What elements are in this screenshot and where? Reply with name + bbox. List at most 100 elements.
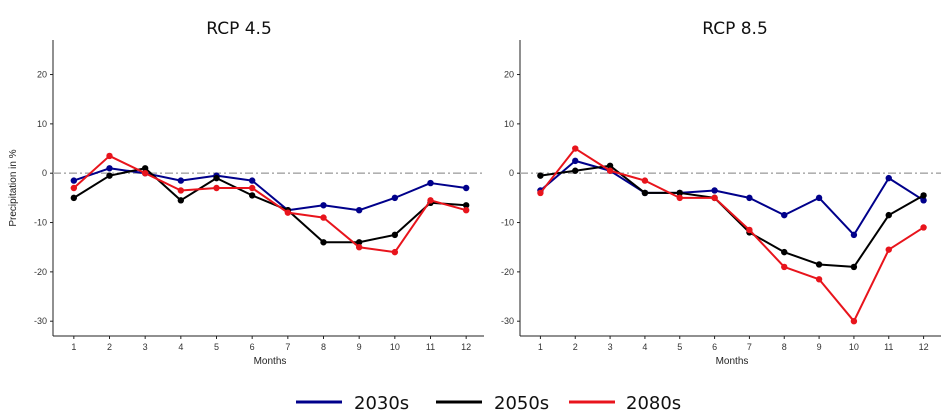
series-line-2080s bbox=[539, 147, 925, 323]
x-tick-label: 9 bbox=[817, 342, 822, 352]
data-point-2080s bbox=[213, 184, 220, 192]
data-point-2080s bbox=[70, 184, 78, 192]
data-point-2050s bbox=[781, 248, 788, 256]
series-line-2030s bbox=[73, 167, 467, 212]
y-tick-label: -20 bbox=[501, 267, 514, 277]
series-line-2050s bbox=[73, 167, 467, 244]
data-point-2050s bbox=[462, 202, 470, 209]
data-point-2050s bbox=[70, 194, 78, 202]
data-point-2050s bbox=[177, 197, 185, 204]
data-point-2030s bbox=[177, 177, 185, 184]
data-point-2030s bbox=[850, 231, 858, 239]
data-point-2080s bbox=[920, 224, 927, 231]
data-point-2050s bbox=[537, 172, 544, 179]
y-tick-label: 10 bbox=[504, 119, 514, 129]
data-point-2030s bbox=[106, 165, 113, 172]
data-point-2030s bbox=[355, 207, 363, 214]
x-tick-label: 11 bbox=[426, 342, 435, 352]
y-tick-label: 0 bbox=[509, 168, 514, 178]
data-point-2080s bbox=[462, 207, 470, 214]
data-point-2050s bbox=[213, 174, 220, 182]
data-point-2050s bbox=[885, 211, 892, 219]
x-tick-label: 11 bbox=[884, 342, 893, 352]
x-tick-label: 2 bbox=[107, 342, 112, 352]
x-tick-label: 12 bbox=[461, 342, 471, 352]
x-tick-label: 7 bbox=[747, 342, 752, 352]
data-point-2080s bbox=[391, 248, 399, 256]
data-point-2080s bbox=[248, 184, 256, 192]
x-axis-title: Months bbox=[254, 356, 287, 367]
data-point-2080s bbox=[676, 194, 683, 202]
data-point-2030s bbox=[248, 177, 256, 184]
data-point-2050s bbox=[248, 192, 256, 199]
chart-title: RCP 8.5 bbox=[702, 19, 768, 39]
data-point-2050s bbox=[920, 192, 927, 199]
x-axis-title: Months bbox=[716, 356, 749, 367]
legend-label-2080s: 2080s bbox=[626, 393, 681, 414]
data-point-2030s bbox=[781, 211, 788, 219]
data-point-2050s bbox=[850, 263, 858, 271]
data-point-2080s bbox=[572, 145, 579, 152]
data-point-2030s bbox=[815, 194, 823, 202]
x-tick-label: 9 bbox=[357, 342, 362, 352]
x-tick-label: 6 bbox=[250, 342, 255, 352]
data-point-2050s bbox=[606, 162, 614, 169]
y-axis-title: Precipitation in % bbox=[8, 149, 19, 226]
data-point-2080s bbox=[427, 197, 434, 204]
data-point-2050s bbox=[391, 231, 399, 239]
data-point-2030s bbox=[572, 157, 579, 165]
data-point-2030s bbox=[711, 187, 718, 194]
x-tick-label: 10 bbox=[849, 342, 859, 352]
data-point-2050s bbox=[141, 165, 149, 172]
data-point-2030s bbox=[462, 184, 470, 192]
data-point-2030s bbox=[746, 194, 753, 202]
data-point-2080s bbox=[781, 263, 788, 271]
y-tick-label: 10 bbox=[37, 119, 47, 129]
data-point-2080s bbox=[815, 276, 823, 283]
legend-label-2050s: 2050s bbox=[494, 393, 549, 414]
data-point-2080s bbox=[606, 167, 614, 174]
y-tick-label: -30 bbox=[34, 316, 47, 326]
x-tick-label: 10 bbox=[390, 342, 400, 352]
x-tick-label: 6 bbox=[712, 342, 717, 352]
series-line-2080s bbox=[73, 154, 467, 254]
data-point-2080s bbox=[537, 189, 544, 197]
y-tick-label: -20 bbox=[34, 267, 47, 277]
x-tick-label: 4 bbox=[178, 342, 183, 352]
data-point-2080s bbox=[141, 170, 149, 177]
data-point-2030s bbox=[320, 202, 327, 209]
data-point-2050s bbox=[641, 189, 649, 197]
x-tick-label: 12 bbox=[919, 342, 929, 352]
data-point-2030s bbox=[427, 179, 434, 187]
data-point-2030s bbox=[920, 197, 927, 204]
data-point-2080s bbox=[320, 214, 327, 221]
data-point-2050s bbox=[355, 239, 363, 246]
data-point-2080s bbox=[106, 152, 113, 160]
y-tick-label: -30 bbox=[501, 316, 514, 326]
y-tick-label: -10 bbox=[34, 218, 47, 228]
data-point-2080s bbox=[850, 318, 858, 325]
x-tick-label: 1 bbox=[538, 342, 543, 352]
x-tick-label: 5 bbox=[214, 342, 219, 352]
chart-title: RCP 4.5 bbox=[206, 19, 272, 39]
y-tick-label: 20 bbox=[37, 70, 47, 80]
x-tick-label: 5 bbox=[677, 342, 682, 352]
x-tick-label: 4 bbox=[642, 342, 647, 352]
x-tick-label: 8 bbox=[782, 342, 787, 352]
data-point-2080s bbox=[746, 226, 753, 234]
legend: 2030s 2050s 2080s bbox=[296, 393, 681, 414]
data-point-2050s bbox=[676, 189, 683, 197]
legend-label-2030s: 2030s bbox=[354, 393, 409, 414]
x-tick-label: 7 bbox=[285, 342, 290, 352]
data-point-2030s bbox=[70, 177, 78, 184]
data-point-2050s bbox=[106, 172, 113, 179]
x-tick-label: 1 bbox=[71, 342, 76, 352]
data-point-2080s bbox=[641, 177, 649, 184]
series-line-2030s bbox=[539, 159, 925, 236]
data-point-2080s bbox=[711, 194, 718, 202]
data-point-2030s bbox=[391, 194, 399, 202]
data-point-2080s bbox=[885, 246, 892, 253]
